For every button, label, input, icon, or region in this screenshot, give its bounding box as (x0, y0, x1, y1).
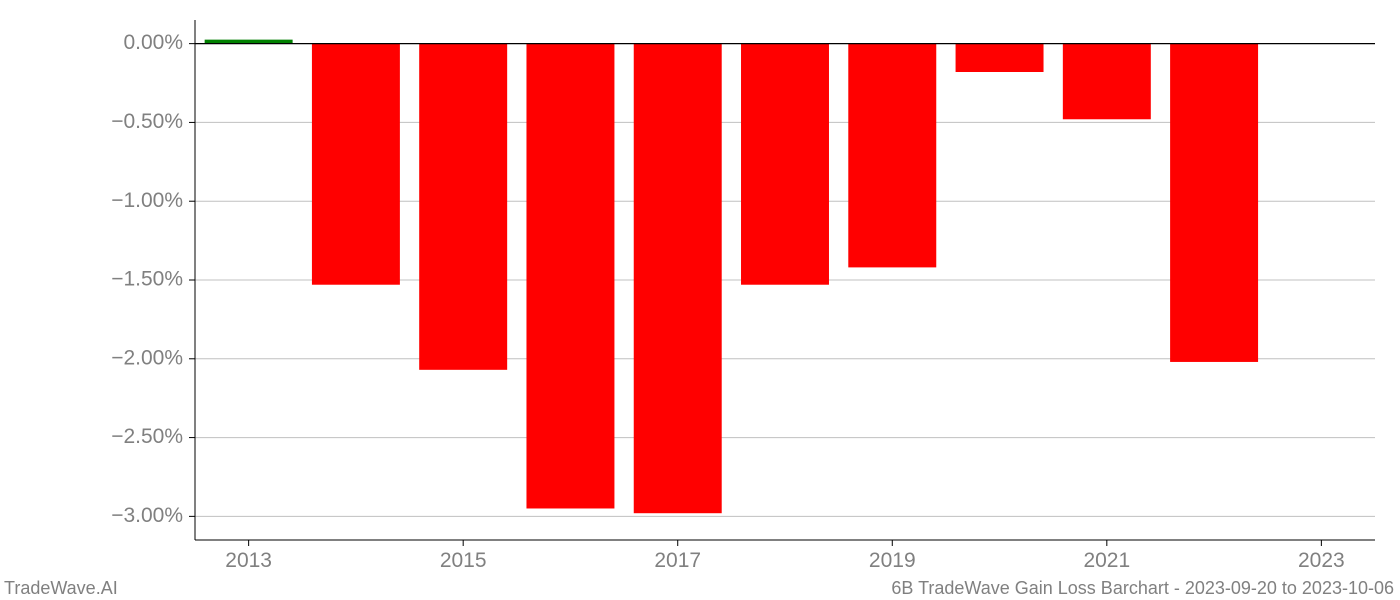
y-tick-label: −3.00% (111, 504, 183, 527)
y-tick-label: −1.00% (111, 189, 183, 212)
x-tick-label: 2017 (654, 549, 701, 572)
footer-left: TradeWave.AI (4, 578, 118, 598)
x-tick-label: 2015 (440, 549, 487, 572)
chart-container: 0.00% −0.50% −1.00% −1.50% −2.00% −2.50% −3.00… (0, 0, 1400, 600)
bar-2022 (1170, 44, 1258, 362)
x-tick-label: 2019 (869, 549, 916, 572)
x-tick-label: 2023 (1298, 549, 1345, 572)
y-tick-label: −2.00% (111, 346, 183, 369)
y-tick-label: −1.50% (111, 268, 183, 291)
bar-2018 (741, 44, 829, 285)
bar-2021 (1063, 44, 1151, 120)
y-tick-label: −0.50% (111, 110, 183, 133)
x-tick-label: 2021 (1083, 549, 1130, 572)
bar-2015 (419, 44, 507, 370)
bar-2020 (956, 44, 1044, 72)
bar-2016 (526, 44, 614, 509)
footer-right: 6B TradeWave Gain Loss Barchart - 2023-0… (891, 578, 1394, 598)
bar-2019 (848, 44, 936, 268)
x-tick-label: 2013 (225, 549, 272, 572)
gain-loss-barchart: 0.00% −0.50% −1.00% −1.50% −2.00% −2.50% −3.00… (0, 0, 1400, 600)
y-tick-label: −2.50% (111, 425, 183, 448)
bar-2014 (312, 44, 400, 285)
bar-2017 (634, 44, 722, 514)
y-tick-label: 0.00% (123, 31, 183, 54)
